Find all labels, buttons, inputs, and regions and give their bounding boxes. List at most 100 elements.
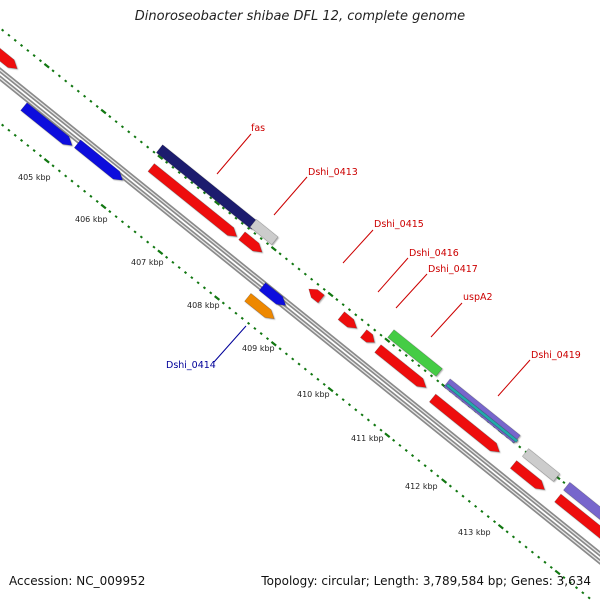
- tick-mark: [367, 419, 369, 421]
- kbp-label-407: 407 kbp: [131, 258, 164, 267]
- gene-label-dshi-0413: Dshi_0413: [308, 167, 358, 178]
- tick-mark: [367, 324, 369, 326]
- tick-mark: [101, 205, 106, 209]
- gene-label-dshi-0415: Dshi_0415: [374, 219, 424, 230]
- tick-mark: [317, 379, 319, 381]
- tick-mark: [172, 167, 174, 169]
- tick-mark: [412, 455, 414, 457]
- tick-mark: [405, 450, 407, 452]
- tick-mark: [563, 482, 565, 484]
- tick-mark: [229, 307, 231, 309]
- tick-mark: [393, 440, 395, 442]
- tick-mark: [468, 501, 470, 503]
- tick-mark: [298, 363, 300, 365]
- tick-mark: [279, 348, 281, 350]
- tick-mark: [44, 64, 49, 68]
- tick-mark: [153, 246, 155, 248]
- cds-block: [309, 289, 325, 303]
- tick-mark: [52, 165, 54, 167]
- tick-mark: [267, 243, 269, 245]
- kbp-label-409: 409 kbp: [242, 344, 275, 353]
- tick-mark: [2, 124, 4, 126]
- kbp-label-411: 411 kbp: [351, 434, 384, 443]
- tick-mark: [437, 475, 439, 477]
- tick-mark: [499, 525, 504, 529]
- tick-mark: [77, 90, 79, 92]
- tick-mark: [197, 282, 199, 284]
- tick-mark: [197, 187, 199, 189]
- tick-mark: [158, 250, 163, 254]
- tick-mark: [304, 273, 306, 275]
- callout-fas: [217, 134, 251, 174]
- kbp-label-406: 406 kbp: [75, 215, 108, 224]
- genome-summary-text: Topology: circular; Length: 3,789,584 bp…: [261, 574, 591, 588]
- tick-mark: [90, 196, 92, 198]
- tick-mark: [166, 257, 168, 259]
- tick-mark: [33, 150, 35, 152]
- tick-mark: [147, 146, 149, 148]
- tick-mark: [84, 95, 86, 97]
- tick-mark: [323, 384, 325, 386]
- tick-mark: [506, 531, 508, 533]
- tick-mark: [412, 360, 414, 362]
- tick-mark: [531, 551, 533, 553]
- tick-mark: [101, 110, 106, 114]
- tick-mark: [248, 228, 250, 230]
- tick-mark: [374, 329, 376, 331]
- tick-mark: [449, 485, 451, 487]
- tick-mark: [442, 479, 447, 483]
- tick-mark: [355, 409, 357, 411]
- kbp-label-410: 410 kbp: [297, 390, 330, 399]
- tick-mark: [311, 278, 313, 280]
- tick-mark: [44, 159, 49, 163]
- tick-mark: [178, 172, 180, 174]
- tick-mark: [52, 70, 54, 72]
- tick-mark: [418, 460, 420, 462]
- tick-mark: [185, 272, 187, 274]
- tick-mark: [380, 334, 382, 336]
- callout-dshi-0419: [498, 360, 530, 396]
- tick-mark: [342, 304, 344, 306]
- cds-block: [360, 330, 374, 343]
- tick-mark: [550, 567, 552, 569]
- kbp-label-413: 413 kbp: [458, 528, 491, 537]
- tick-mark: [487, 516, 489, 518]
- tick-mark: [58, 75, 60, 77]
- cds-block: [0, 43, 17, 68]
- tick-mark: [14, 135, 16, 137]
- tick-mark: [424, 370, 426, 372]
- tick-mark: [424, 465, 426, 467]
- tick-mark: [285, 258, 287, 260]
- tick-mark: [65, 175, 67, 177]
- tick-mark: [361, 414, 363, 416]
- tick-mark: [96, 106, 98, 108]
- tick-mark: [21, 140, 23, 142]
- tick-mark: [285, 353, 287, 355]
- gene-label-dshi-0414: Dshi_0414: [166, 360, 216, 371]
- tick-mark: [462, 495, 464, 497]
- tick-mark: [71, 180, 73, 182]
- tick-mark: [172, 262, 174, 264]
- tick-mark: [279, 253, 281, 255]
- tick-mark: [134, 231, 136, 233]
- tick-mark: [178, 267, 180, 269]
- callout-lines: [214, 134, 530, 396]
- tick-mark: [210, 292, 212, 294]
- tick-mark: [128, 226, 130, 228]
- cds-block: [239, 232, 262, 252]
- tick-mark: [361, 319, 363, 321]
- kbp-label-408: 408 kbp: [187, 301, 220, 310]
- callout-dshi-0417: [396, 274, 427, 308]
- tick-mark: [185, 177, 187, 179]
- tick-mark: [241, 318, 243, 320]
- tick-mark: [235, 312, 237, 314]
- tick-mark: [399, 445, 401, 447]
- tick-mark: [582, 592, 584, 594]
- tick-mark: [385, 338, 390, 342]
- tick-mark: [40, 60, 42, 62]
- tick-mark: [525, 546, 527, 548]
- callout-dshi-0415: [343, 230, 373, 263]
- tick-mark: [374, 424, 376, 426]
- tick-mark: [342, 399, 344, 401]
